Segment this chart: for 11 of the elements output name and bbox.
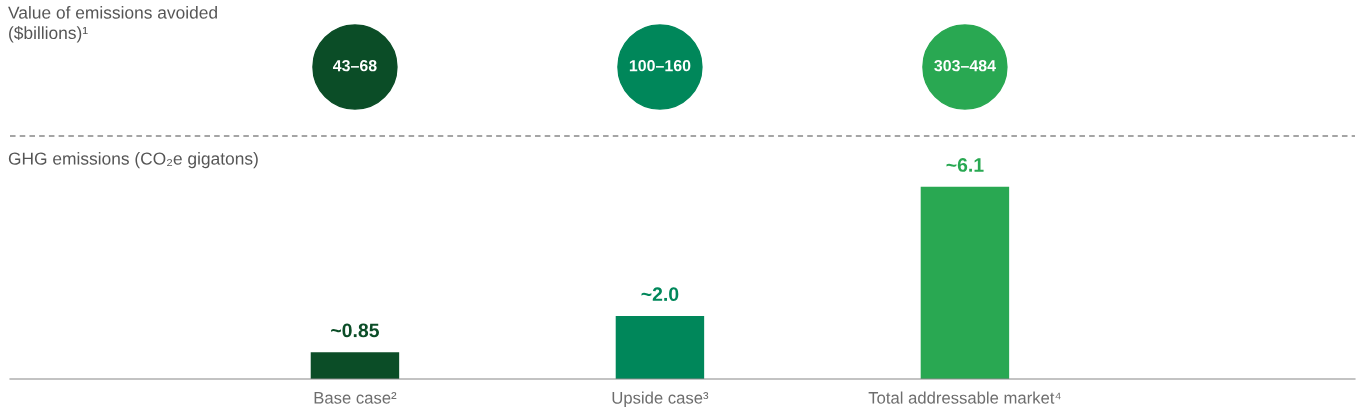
text: 100–160 xyxy=(629,59,691,72)
chart-title: GHG emissions (CO₂e gigatons) xyxy=(8,152,258,169)
data-label: ~6.1 xyxy=(946,158,984,172)
x-tick-label: Base case² xyxy=(314,392,397,404)
data-label: ~2.0 xyxy=(641,287,679,302)
text: 43–68 xyxy=(332,59,377,72)
text: 303–484 xyxy=(934,59,996,72)
x-tick-label: Total addressable market⁴ xyxy=(868,391,1061,404)
data-label: ~0.85 xyxy=(331,323,379,338)
x-tick-label: Upside case³ xyxy=(612,391,709,408)
text: Value of emissions avoided ($billions)¹ xyxy=(8,6,217,43)
